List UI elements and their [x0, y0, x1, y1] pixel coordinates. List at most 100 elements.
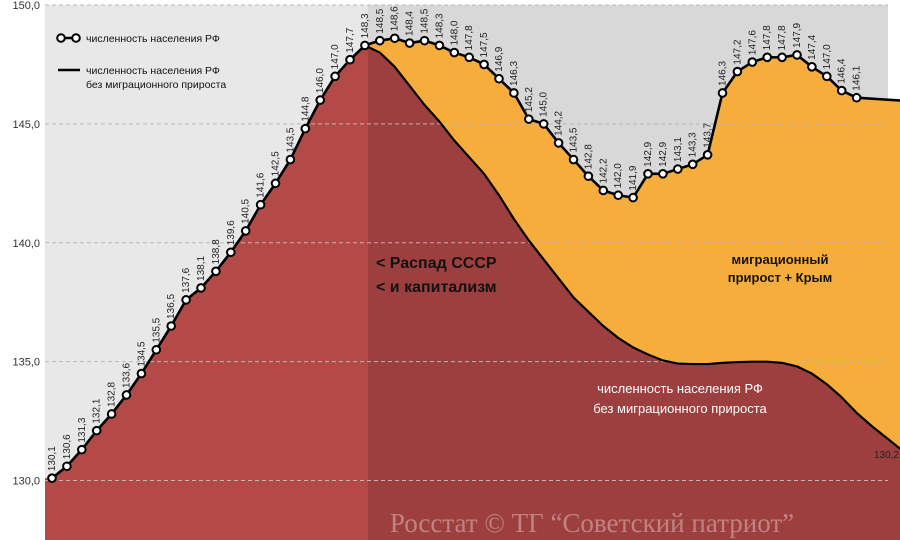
data-point-marker	[509, 88, 519, 98]
data-label: 144,2	[554, 110, 565, 135]
natural-population-area-left	[45, 45, 368, 540]
data-label: 143,3	[688, 132, 699, 157]
data-point-marker	[702, 150, 713, 160]
data-label: 134,5	[136, 341, 147, 366]
data-label: 147,8	[777, 25, 788, 50]
data-point-marker	[598, 185, 609, 196]
data-label: 145,0	[539, 91, 550, 116]
data-point-marker	[375, 35, 385, 46]
legend: численность населения РФ численность нас…	[56, 33, 226, 91]
legend-label-population: численность населения РФ	[86, 33, 220, 45]
data-point-marker	[389, 33, 400, 44]
data-label: 130,1	[47, 446, 58, 471]
data-point-marker	[613, 190, 624, 201]
line-layer	[47, 33, 900, 483]
data-point-marker	[270, 178, 281, 189]
data-point-marker	[732, 66, 743, 77]
data-label: 140,5	[241, 198, 252, 223]
y-tick-layer: 130,0 135,0 140,0 145,0 150,0	[12, 0, 40, 488]
data-point-marker	[777, 52, 787, 63]
data-point-marker	[106, 409, 117, 419]
y-tick-label: 145,0	[12, 119, 40, 131]
data-label: 147,8	[762, 25, 773, 50]
data-point-marker	[553, 138, 564, 148]
data-point-marker	[494, 73, 504, 84]
data-point-marker	[538, 119, 549, 129]
data-point-marker	[136, 368, 147, 379]
data-point-marker	[449, 47, 460, 58]
data-label: 146,0	[315, 68, 326, 93]
data-point-marker	[419, 35, 430, 46]
data-label: 136,5	[166, 294, 177, 319]
data-label: 143,5	[569, 127, 580, 152]
data-label: 147,5	[479, 32, 490, 57]
data-label: 137,6	[181, 267, 192, 292]
data-label: 146,4	[837, 58, 848, 83]
grid-layer	[45, 4, 888, 482]
data-point-marker	[851, 92, 862, 103]
data-point-marker	[628, 192, 638, 203]
data-label: 142,5	[271, 151, 282, 176]
data-point-marker	[464, 52, 475, 63]
annotation-ussr-collapse: < Распад СССР	[376, 255, 497, 272]
data-point-marker	[47, 473, 57, 483]
data-label: 141,9	[628, 165, 639, 190]
data-label: 145,2	[524, 87, 535, 112]
area-layer	[45, 38, 900, 540]
data-point-marker	[807, 62, 817, 72]
data-point-marker	[717, 88, 728, 98]
legend-label-natural: численность населения РФ	[86, 65, 220, 77]
data-point-marker	[62, 461, 72, 472]
data-label: 139,6	[226, 220, 237, 245]
legend-marker-population	[71, 33, 81, 43]
data-label: 147,4	[807, 34, 818, 59]
migration-growth-area	[52, 38, 900, 479]
data-label: 142,0	[613, 163, 624, 188]
data-label: 148,0	[449, 20, 460, 45]
data-label: 146,3	[718, 61, 729, 86]
annotation-natural-population: без миграционного прироста	[593, 401, 767, 416]
data-point-marker	[792, 50, 802, 60]
data-point-marker	[673, 164, 683, 174]
data-point-marker	[747, 57, 758, 67]
data-point-marker	[255, 199, 266, 210]
watermark: Росстат © ТГ “Советский патриот”	[390, 508, 794, 538]
natural-population-area-right	[368, 46, 900, 540]
data-point-marker	[330, 71, 340, 82]
data-label: 148,4	[405, 11, 416, 36]
data-label: 147,0	[330, 44, 341, 69]
data-point-marker	[166, 321, 176, 331]
data-label: 148,3	[360, 13, 371, 38]
y-tick-label: 130,0	[12, 476, 40, 488]
data-point-marker	[583, 171, 594, 181]
data-point-marker	[315, 95, 326, 105]
data-point-marker	[240, 226, 251, 236]
data-point-marker	[836, 85, 847, 96]
legend-marker-population	[56, 33, 66, 43]
data-point-marker	[300, 123, 311, 134]
data-label: 148,5	[420, 8, 431, 33]
data-label: 132,1	[92, 398, 103, 423]
data-label: 141,6	[256, 172, 267, 197]
annotation-natural-population: численность населения РФ	[597, 381, 763, 396]
data-label: 146,9	[494, 46, 505, 71]
data-label: 148,5	[375, 8, 386, 33]
annotation-ussr-collapse: < и капитализм	[376, 279, 497, 296]
data-label: 131,3	[77, 417, 88, 442]
data-label: 147,7	[345, 27, 356, 52]
data-label: 147,6	[747, 30, 758, 55]
data-point-marker	[687, 159, 698, 170]
data-point-marker	[479, 59, 489, 70]
data-label: 142,9	[658, 141, 669, 166]
data-point-marker	[121, 390, 132, 400]
data-label: 143,1	[673, 137, 684, 162]
data-label: 148,3	[434, 13, 445, 38]
data-point-marker	[568, 154, 579, 165]
data-label: 143,5	[285, 127, 296, 152]
data-point-marker	[226, 247, 236, 258]
data-label: 130,6	[62, 434, 73, 459]
data-label: 147,9	[792, 22, 803, 47]
